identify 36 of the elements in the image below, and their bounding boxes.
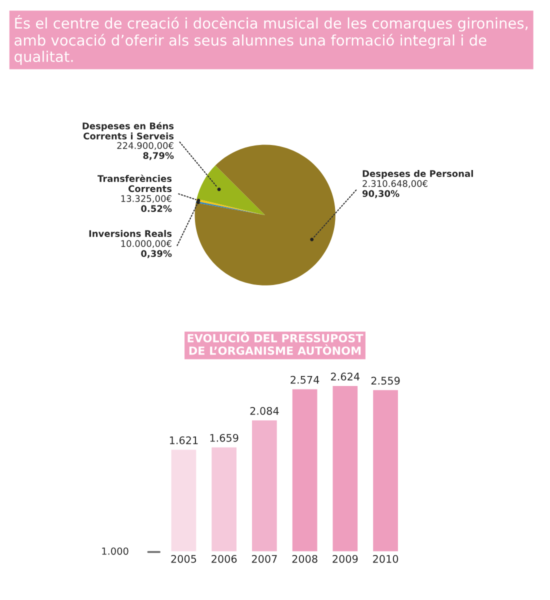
text: 90,30% (362, 190, 400, 198)
slice-label: Transferències Corrents (98, 174, 172, 192)
text: 8,79% (143, 152, 174, 160)
data-label: 2.084 (250, 406, 279, 415)
pie-slice (196, 201, 266, 216)
x-tick-label: 2006 (212, 554, 237, 563)
pie-slice (196, 165, 266, 216)
slice-label: Inversions Reals (89, 230, 172, 237)
text: 1.000 (102, 547, 128, 555)
x-tick-label: 2010 (373, 554, 398, 563)
data-label: 1.621 (170, 436, 198, 444)
x-tick-label: 2008 (292, 554, 318, 563)
text: 0.52% (141, 205, 172, 212)
x-tick-label: 2007 (252, 554, 277, 563)
data-label: 13.325,00€ (121, 195, 172, 203)
x-tick-label: 2009 (332, 554, 358, 563)
slice-label: Despeses de Personal (362, 170, 473, 179)
bar (210, 446, 238, 552)
bar (290, 388, 319, 552)
bar (250, 418, 278, 552)
pie-slice (194, 144, 336, 286)
text: 0,39% (141, 250, 172, 258)
bar (170, 448, 198, 552)
chart-title: EVOLUCIÓ DEL PRESSUPOST DE L’ORGANISME AUTÒNOM (188, 332, 364, 355)
bar (372, 388, 400, 552)
slice-label: Despeses en Béns Corrents i Serveis (82, 122, 174, 140)
data-label: 1.659 (210, 434, 238, 442)
data-label: 10.000,00€ (121, 240, 172, 248)
chart-title: És el centre de creació i docència musical de les comarques gironines, amb vocació d’oferir als seus alumnes una formació integral i de qualitat. (14, 15, 528, 65)
data-label: 2.310.648,00€ (362, 180, 428, 188)
data-label: 224.900,00€ (117, 142, 174, 150)
bar (331, 384, 359, 552)
data-label: 2.624 (331, 372, 360, 381)
x-tick-label: 2005 (171, 554, 196, 563)
data-label: 2.559 (371, 376, 400, 385)
data-label: 2.574 (290, 376, 320, 384)
